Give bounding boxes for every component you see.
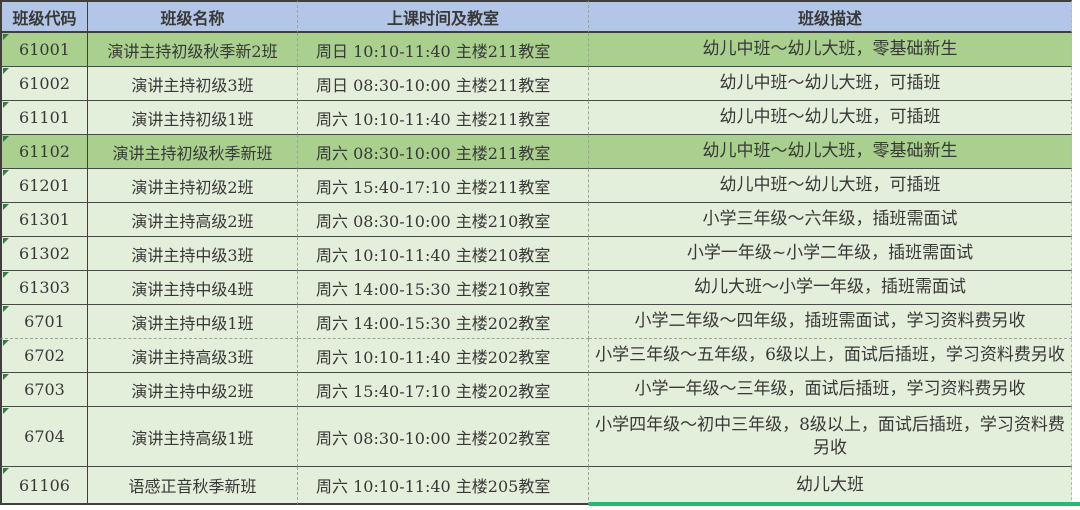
cell-code-value: 6702 — [24, 346, 65, 365]
cell-schedule[interactable]: 周六 15:40-17:10 主楼211教室 — [298, 169, 589, 203]
cell-schedule[interactable]: 周日 10:10-11:40 主楼211教室 — [298, 33, 589, 67]
cell-name[interactable]: 演讲主持中级2班 — [88, 373, 298, 407]
cell-schedule[interactable]: 周六 10:10-11:40 主楼202教室 — [298, 339, 589, 373]
cell-code[interactable]: 6703 — [0, 373, 88, 407]
cell-schedule[interactable]: 周六 10:10-11:40 主楼210教室 — [298, 237, 589, 271]
cell-name[interactable]: 演讲主持初级2班 — [88, 169, 298, 203]
header-row: 班级代码 班级名称 上课时间及教室 班级描述 — [0, 0, 1072, 33]
cell-code[interactable]: 61303 — [0, 271, 88, 305]
number-stored-as-text-indicator-icon — [3, 136, 9, 142]
cell-description[interactable]: 小学一年级～三年级，面试后插班，学习资料费另收 — [589, 373, 1072, 407]
number-stored-as-text-indicator-icon — [3, 204, 9, 210]
table-row: 61301 演讲主持高级2班 周六 08:30-10:00 主楼210教室 小学三年级… — [0, 203, 1072, 237]
cell-description[interactable]: 幼儿中班～幼儿大班，可插班 — [589, 169, 1072, 203]
cell-code-value: 61302 — [19, 244, 70, 263]
table-row: 61001 演讲主持初级秋季新2班 周日 10:10-11:40 主楼211教室 幼儿… — [0, 33, 1072, 67]
cell-schedule[interactable]: 周六 08:30-10:00 主楼202教室 — [298, 407, 589, 467]
column-header-class-code[interactable]: 班级代码 — [0, 0, 88, 33]
number-stored-as-text-indicator-icon — [3, 306, 9, 312]
number-stored-as-text-indicator-icon — [3, 34, 9, 40]
cell-code[interactable]: 61301 — [0, 203, 88, 237]
cell-schedule[interactable]: 周六 08:30-10:00 主楼210教室 — [298, 203, 589, 237]
cell-schedule[interactable]: 周日 08:30-10:00 主楼211教室 — [298, 67, 589, 101]
cell-schedule[interactable]: 周六 14:00-15:30 主楼202教室 — [298, 305, 589, 339]
cell-name[interactable]: 演讲主持高级2班 — [88, 203, 298, 237]
cell-schedule[interactable]: 周六 10:10-11:40 主楼205教室 — [298, 467, 589, 505]
number-stored-as-text-indicator-icon — [3, 272, 9, 278]
cell-name[interactable]: 演讲主持初级秋季新2班 — [88, 33, 298, 67]
cell-name[interactable]: 演讲主持中级4班 — [88, 271, 298, 305]
number-stored-as-text-indicator-icon — [3, 340, 9, 346]
table-row: 61102 演讲主持初级秋季新班 周六 08:30-10:00 主楼211教室 幼儿中… — [0, 135, 1072, 169]
table-row: 61106 语感正音秋季新班 周六 10:10-11:40 主楼205教室 幼儿大班 — [0, 467, 1072, 505]
cell-code-value: 61301 — [19, 210, 70, 229]
cell-code-value: 61303 — [19, 278, 70, 297]
number-stored-as-text-indicator-icon — [3, 102, 9, 108]
cell-schedule[interactable]: 周六 08:30-10:00 主楼211教室 — [298, 135, 589, 169]
cell-code[interactable]: 6702 — [0, 339, 88, 373]
cell-name[interactable]: 语感正音秋季新班 — [88, 467, 298, 505]
table-row: 61201 演讲主持初级2班 周六 15:40-17:10 主楼211教室 幼儿中班～… — [0, 169, 1072, 203]
column-header-schedule[interactable]: 上课时间及教室 — [298, 0, 589, 33]
cell-code-value: 61201 — [19, 176, 70, 195]
column-header-description[interactable]: 班级描述 — [589, 0, 1072, 33]
column-header-class-name[interactable]: 班级名称 — [88, 0, 298, 33]
cell-name[interactable]: 演讲主持中级3班 — [88, 237, 298, 271]
sheet-boundary-line — [589, 502, 1080, 506]
cell-code[interactable]: 61001 — [0, 33, 88, 67]
cell-description[interactable]: 幼儿中班～幼儿大班，零基础新生 — [589, 135, 1072, 169]
cell-name[interactable]: 演讲主持初级秋季新班 — [88, 135, 298, 169]
number-stored-as-text-indicator-icon — [3, 408, 9, 414]
cell-code-value: 61001 — [19, 40, 70, 59]
cell-code[interactable]: 61201 — [0, 169, 88, 203]
table-row: 6704 演讲主持高级1班 周六 08:30-10:00 主楼202教室 小学四年级～… — [0, 407, 1072, 467]
cell-code-value: 61101 — [19, 108, 70, 127]
cell-description[interactable]: 小学四年级～初中三年级，8级以上，面试后插班，学习资料费另收 — [589, 407, 1072, 467]
cell-code-value: 61102 — [19, 142, 70, 161]
cell-description[interactable]: 幼儿中班～幼儿大班，可插班 — [589, 67, 1072, 101]
table-row: 61302 演讲主持中级3班 周六 10:10-11:40 主楼210教室 小学一年级… — [0, 237, 1072, 271]
cell-description[interactable]: 幼儿大班～小学一年级，插班需面试 — [589, 271, 1072, 305]
table-row: 6702 演讲主持高级3班 周六 10:10-11:40 主楼202教室 小学三年级～… — [0, 339, 1072, 373]
cell-name[interactable]: 演讲主持中级1班 — [88, 305, 298, 339]
cell-name[interactable]: 演讲主持高级3班 — [88, 339, 298, 373]
number-stored-as-text-indicator-icon — [3, 238, 9, 244]
number-stored-as-text-indicator-icon — [3, 170, 9, 176]
number-stored-as-text-indicator-icon — [3, 468, 9, 474]
cell-code-value: 61002 — [19, 74, 70, 93]
cell-code-value: 6701 — [24, 312, 65, 331]
cell-description[interactable]: 小学三年级～五年级，6级以上，面试后插班，学习资料费另收 — [589, 339, 1072, 373]
table-row: 61303 演讲主持中级4班 周六 14:00-15:30 主楼210教室 幼儿大班～… — [0, 271, 1072, 305]
cell-description[interactable]: 小学二年级～四年级，插班需面试，学习资料费另收 — [589, 305, 1072, 339]
cell-name[interactable]: 演讲主持初级3班 — [88, 67, 298, 101]
table-row: 61101 演讲主持初级1班 周六 10:10-11:40 主楼211教室 幼儿中班～… — [0, 101, 1072, 135]
cell-code[interactable]: 61101 — [0, 101, 88, 135]
cell-code-value: 6704 — [24, 427, 65, 446]
cell-description[interactable]: 幼儿中班～幼儿大班，零基础新生 — [589, 33, 1072, 67]
cell-code[interactable]: 61302 — [0, 237, 88, 271]
cell-schedule[interactable]: 周六 14:00-15:30 主楼210教室 — [298, 271, 589, 305]
cell-code[interactable]: 61002 — [0, 67, 88, 101]
cell-schedule[interactable]: 周六 10:10-11:40 主楼211教室 — [298, 101, 589, 135]
cell-code-value: 61106 — [19, 475, 70, 495]
cell-code[interactable]: 61102 — [0, 135, 88, 169]
cell-name[interactable]: 演讲主持高级1班 — [88, 407, 298, 467]
table-row: 6703 演讲主持中级2班 周六 15:40-17:10 主楼202教室 小学一年级～… — [0, 373, 1072, 407]
cell-code[interactable]: 6701 — [0, 305, 88, 339]
cell-code[interactable]: 6704 — [0, 407, 88, 467]
number-stored-as-text-indicator-icon — [3, 68, 9, 74]
cell-description[interactable]: 小学三年级～六年级，插班需面试 — [589, 203, 1072, 237]
table-row: 6701 演讲主持中级1班 周六 14:00-15:30 主楼202教室 小学二年级～… — [0, 305, 1072, 339]
cell-schedule[interactable]: 周六 15:40-17:10 主楼202教室 — [298, 373, 589, 407]
table-row: 61002 演讲主持初级3班 周日 08:30-10:00 主楼211教室 幼儿中班～… — [0, 67, 1072, 101]
number-stored-as-text-indicator-icon — [3, 374, 9, 380]
cell-description[interactable]: 小学一年级~小学二年级，插班需面试 — [589, 237, 1072, 271]
cell-code-value: 6703 — [24, 380, 65, 399]
cell-code[interactable]: 61106 — [0, 467, 88, 505]
cell-name[interactable]: 演讲主持初级1班 — [88, 101, 298, 135]
cell-description[interactable]: 幼儿大班 — [589, 467, 1072, 505]
cell-description[interactable]: 幼儿中班～幼儿大班，可插班 — [589, 101, 1072, 135]
